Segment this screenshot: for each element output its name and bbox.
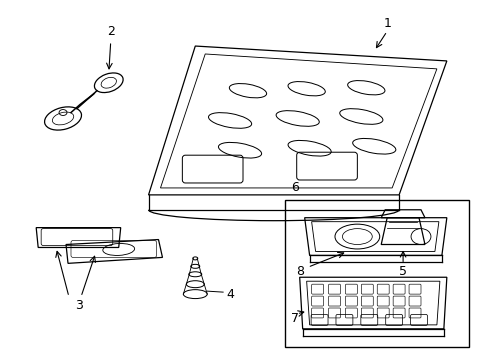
Bar (284, 200, 468, 347)
Text: 6: 6 (290, 181, 298, 194)
Text: 8: 8 (295, 265, 303, 278)
Text: 7: 7 (290, 312, 298, 325)
Text: 2: 2 (106, 24, 115, 38)
Text: 1: 1 (383, 17, 390, 30)
Text: 3: 3 (75, 298, 82, 311)
Text: 5: 5 (398, 265, 407, 278)
Text: 4: 4 (225, 288, 234, 301)
